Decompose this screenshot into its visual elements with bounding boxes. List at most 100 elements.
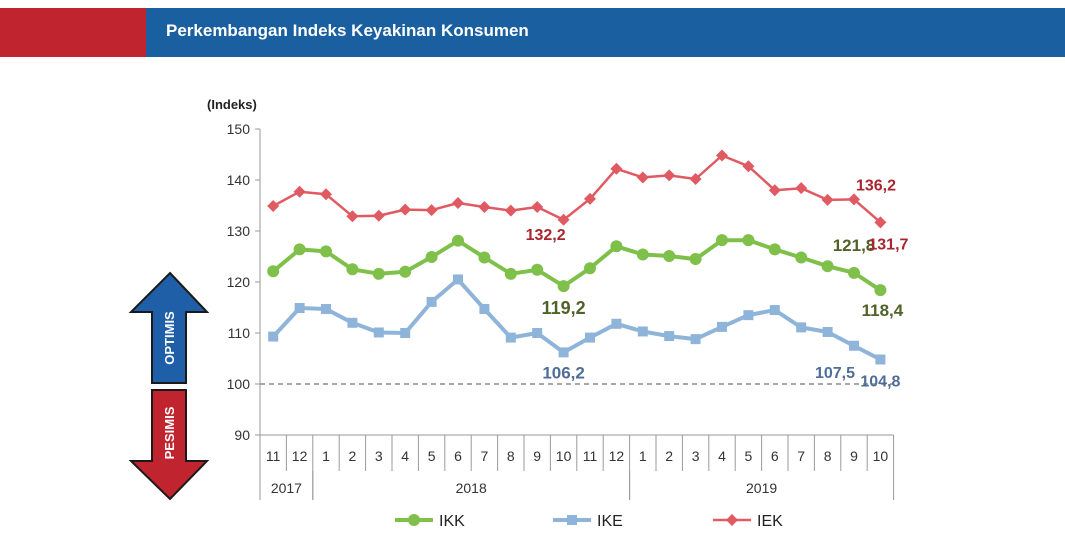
header-bar [146,8,1065,57]
ikk-point [821,260,834,273]
x-tick-label: 5 [745,448,753,464]
ike-point [426,296,437,307]
pesimis-arrow: PESIMIS [128,389,210,501]
series-layer [267,149,887,365]
ike-point [453,274,463,285]
legend: IKK IKE IEK [395,513,783,530]
ike-point [743,310,754,321]
data-labels: 119,2 121,8 118,4 106,2 107,5 104,8 132,2 136,2… [526,177,909,390]
iek-point [689,172,702,185]
iek-point [425,204,438,217]
ike-point [585,332,595,343]
legend-item-iek: IEK [713,513,783,530]
x-tick-label: 2 [349,448,357,464]
y-tick-label: 90 [234,427,250,443]
x-tick-label: 4 [401,448,409,464]
ikk-point [478,251,491,264]
iek-point [346,210,359,223]
ikk-point [399,265,412,278]
iek-point [726,514,738,526]
data-label-ike: 104,8 [860,374,900,391]
legend-label: IKE [597,513,623,530]
ikk-point [346,263,359,276]
x-tick-label: 10 [556,448,572,464]
ikk-point [267,265,280,278]
x-tick-label: 6 [454,448,462,464]
pesimis-label: PESIMIS [162,406,177,459]
x-tick-label: 10 [873,448,889,464]
ikk-point [874,284,887,297]
legend-label: IEK [757,513,783,530]
x-tick-label: 12 [609,448,625,464]
x-tick-label: 3 [375,448,383,464]
x-tick-label: 6 [771,448,779,464]
legend-label: IKK [439,513,465,530]
ike-point [769,305,780,316]
series-line-ikk [271,238,882,292]
header-accent [0,8,146,57]
ike-point [567,515,577,525]
iek-point [557,213,570,226]
ikk-point [795,251,808,264]
ike-point [558,347,569,358]
year-label: 2018 [456,480,487,496]
ikk-point [372,267,385,280]
ikk-point [768,243,781,256]
y-tick-label: 130 [227,223,251,239]
series-line-ike [271,277,882,362]
x-tick-label: 7 [797,448,805,464]
x-tick-label: 1 [322,448,330,464]
x-tick-label: 9 [533,448,541,464]
ike-point [875,354,886,365]
x-tick-label: 11 [266,448,281,464]
ikk-point [716,234,728,247]
chart-title: Perkembangan Indeks Keyakinan Konsumen [166,21,529,40]
x-tick-label: 12 [292,448,308,464]
y-tick-label: 110 [228,325,251,341]
ikk-point [531,263,544,276]
x-tick-label: 8 [824,448,832,464]
ike-point [690,334,701,345]
data-label-ikk: 121,8 [833,236,876,255]
ike-point [822,326,833,337]
ike-point [532,328,543,338]
iek-point [399,203,412,216]
ike-point [400,328,411,338]
ikk-point [848,266,860,279]
data-label-ike: 107,5 [815,365,855,382]
legend-item-ikk: IKK [395,513,465,530]
ikk-point [504,267,517,280]
iek-point [372,209,385,222]
x-tick-label: 1 [639,448,647,464]
x-tick-label: 7 [481,448,489,464]
ikk-point [452,234,464,247]
ikk-point [293,243,306,256]
legend-item-ike: IKE [553,513,623,530]
ikk-point [663,249,676,262]
data-label-ikk: 118,4 [862,301,904,320]
iek-point [716,149,728,162]
iek-point [452,196,464,209]
header-banner: Perkembangan Indeks Keyakinan Konsumen [0,8,1065,57]
ike-point [849,340,859,351]
x-tick-label: 3 [692,448,700,464]
series-ike [268,274,886,365]
ike-point [347,317,358,328]
ikk-point [636,248,649,261]
y-axis: 90 100 110 120 130 140 150 [227,121,261,443]
series-iek [267,149,887,229]
ike-point [268,331,279,342]
ike-point [664,331,675,342]
data-label-ike: 106,2 [542,363,585,382]
iek-point [848,193,860,206]
y-tick-label: 150 [227,121,251,137]
iek-point [478,201,491,214]
ikk-point [742,234,755,247]
iek-point [293,185,306,198]
ikk-point [584,262,596,275]
year-label: 2017 [271,480,302,496]
ike-point [373,327,384,338]
ikk-point [425,251,438,264]
